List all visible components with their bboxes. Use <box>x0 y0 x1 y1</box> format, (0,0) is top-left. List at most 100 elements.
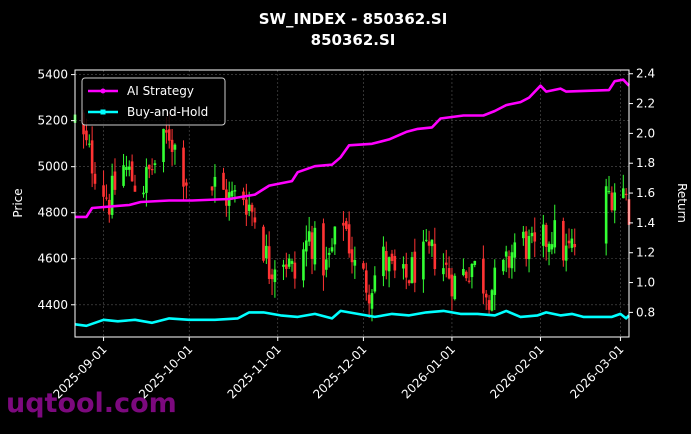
candle-body <box>302 249 305 281</box>
y-right-tick-label: 0.8 <box>636 305 655 319</box>
candle-body <box>147 164 151 170</box>
candle-body <box>507 256 511 268</box>
legend: AI Strategy Buy-and-Hold <box>81 77 226 126</box>
candle-body <box>87 143 91 145</box>
candle-body <box>567 240 571 244</box>
candle-body <box>413 251 417 283</box>
candle-body <box>213 176 217 187</box>
candle-body <box>393 256 397 271</box>
candle-body <box>542 224 545 246</box>
candle-body <box>533 232 537 242</box>
candle-body <box>267 246 271 279</box>
candle-body <box>122 165 125 186</box>
candle-body <box>487 300 491 310</box>
candle-body <box>150 169 154 171</box>
candle-body <box>105 197 108 199</box>
candle-body <box>382 246 385 277</box>
candle-body <box>370 293 374 309</box>
candle-body <box>607 191 611 193</box>
candle-body <box>553 220 557 248</box>
y-left-tick-label: 4600 <box>37 252 68 266</box>
candle-body <box>130 161 134 182</box>
candle-body <box>273 269 277 283</box>
candle-body <box>604 186 608 244</box>
candle-body <box>610 192 614 211</box>
candle-body <box>287 258 291 267</box>
candle-body <box>290 261 294 264</box>
candle-body <box>621 188 625 199</box>
legend-label-ai-strategy: AI Strategy <box>127 84 194 98</box>
candle-body <box>170 139 174 152</box>
candle-body <box>113 171 117 190</box>
candle-body <box>125 167 128 170</box>
candle-body <box>422 241 425 280</box>
candle-body <box>364 270 368 293</box>
candle-body <box>442 268 445 275</box>
candle-body <box>165 130 168 133</box>
candle-body <box>225 189 228 206</box>
legend-label-buy-and-hold: Buy-and-Hold <box>127 105 208 119</box>
y-right-tick-label: 1.4 <box>636 216 655 230</box>
candle-body <box>624 193 628 196</box>
candle-body <box>424 239 428 241</box>
candle-body <box>182 147 185 187</box>
candle-body <box>344 221 348 229</box>
candle-body <box>265 245 268 259</box>
candle-body <box>404 264 408 278</box>
candle-body <box>285 264 288 269</box>
candle-body <box>210 186 214 191</box>
candle-body <box>522 231 525 239</box>
candle-body <box>407 280 411 284</box>
candle-body <box>153 163 157 165</box>
right-axis-ticks: 0.8 1.0 1.2 1.4 1.6 1.8 2.0 2.2 2.4 <box>629 67 655 319</box>
y-left-tick-label: 4800 <box>37 206 68 220</box>
candle-body <box>342 222 345 226</box>
chart-title: SW_INDEX - 850362.SI <box>259 10 448 28</box>
candle-body <box>307 231 311 242</box>
y-right-tick-label: 1.0 <box>636 276 655 290</box>
candle-body <box>250 204 254 212</box>
candle-body <box>562 220 565 261</box>
candle-body <box>313 227 317 265</box>
candle-body <box>502 259 505 272</box>
candle-body <box>90 140 94 174</box>
candle-body <box>85 130 88 141</box>
candle-body <box>530 232 534 237</box>
candle-body <box>504 251 508 257</box>
candle-body <box>162 128 165 163</box>
candle-body <box>453 275 457 300</box>
y-right-tick-label: 2.2 <box>636 97 655 111</box>
chart-subtitle: 850362.SI <box>311 31 396 49</box>
candle-body <box>493 267 497 295</box>
candle-body <box>613 192 617 211</box>
candle-body <box>547 243 551 252</box>
candlesticks <box>73 104 631 322</box>
candle-body <box>110 175 114 215</box>
candle-body <box>450 274 454 297</box>
candle-body <box>127 166 131 170</box>
series-line-ai-strategy <box>75 78 630 219</box>
candle-body <box>262 226 265 261</box>
candle-body <box>222 172 225 190</box>
candle-body <box>430 239 434 247</box>
candle-body <box>473 260 477 265</box>
candle-body <box>513 242 517 258</box>
candle-body <box>402 264 405 269</box>
candle-body <box>490 290 494 311</box>
candle-body <box>102 185 105 197</box>
candle-body <box>467 280 471 282</box>
candle-body <box>384 251 388 271</box>
candle-body <box>444 262 448 265</box>
candle-body <box>510 252 514 269</box>
candle-body <box>293 262 297 279</box>
return-lines <box>74 78 630 328</box>
candle-body <box>305 240 308 252</box>
watermark-text: uqtool.com <box>6 388 177 419</box>
candle-body <box>310 232 314 259</box>
candle-body <box>145 167 148 193</box>
candle-body <box>433 243 437 270</box>
series-line-buy-and-hold <box>74 309 630 328</box>
candle-body <box>327 252 331 255</box>
candle-body <box>524 231 528 259</box>
